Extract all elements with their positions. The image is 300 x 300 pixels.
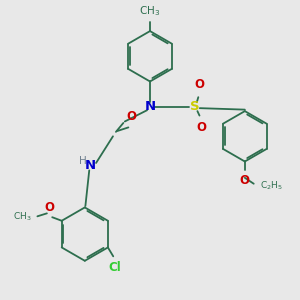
Text: CH$_3$: CH$_3$ <box>140 4 160 18</box>
Text: N: N <box>144 100 156 113</box>
Text: O: O <box>195 78 205 91</box>
Text: O: O <box>44 201 54 214</box>
Text: O: O <box>196 122 206 134</box>
Text: Cl: Cl <box>108 261 121 274</box>
Text: O: O <box>126 110 136 123</box>
Text: N: N <box>85 159 96 172</box>
Text: H: H <box>80 157 87 166</box>
Text: C$_2$H$_5$: C$_2$H$_5$ <box>260 179 283 192</box>
Text: S: S <box>190 100 199 113</box>
Text: CH$_3$: CH$_3$ <box>14 210 32 223</box>
Text: O: O <box>240 174 250 187</box>
